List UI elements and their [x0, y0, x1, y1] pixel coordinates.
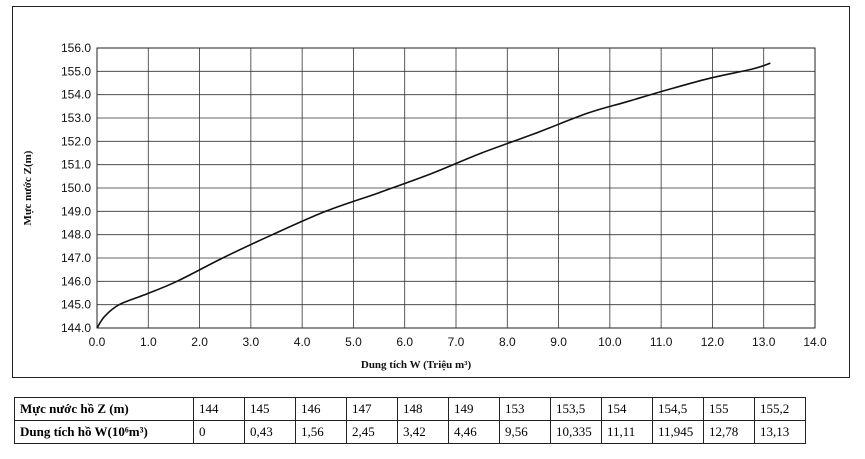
y-tick-label: 155.0 — [61, 64, 91, 78]
table-cell-w: 0 — [193, 420, 245, 444]
table-cell-w: 11,945 — [652, 420, 704, 444]
y-axis-title: Mực nước Z(m) — [22, 150, 34, 225]
data-table: Mực nước hồ Z (m) 144 145 146 147 148 149 153 1… — [14, 397, 806, 444]
table-cell-w: 9,56 — [499, 420, 551, 444]
y-tick-label: 148.0 — [61, 228, 91, 242]
y-tick-label: 154.0 — [61, 88, 91, 102]
table-cell-z: 145 — [244, 397, 296, 421]
y-tick-label: 156.0 — [61, 41, 91, 55]
x-tick-label: 4.0 — [294, 335, 311, 349]
y-tick-label: 151.0 — [61, 158, 91, 172]
x-tick-label: 5.0 — [345, 335, 362, 349]
table-cell-z: 148 — [397, 397, 449, 421]
y-tick-label: 150.0 — [61, 181, 91, 195]
grid — [96, 47, 816, 329]
table-row-volume: Dung tích hồ W(10⁶m³) 0 0,43 1,56 2,45 3,42 4… — [14, 420, 806, 444]
table-cell-w: 11,11 — [601, 420, 653, 444]
x-tick-label: 0.0 — [89, 335, 106, 349]
table-cell-w: 2,45 — [346, 420, 398, 444]
table-cell-z: 146 — [295, 397, 347, 421]
table-cell-z: 154,5 — [652, 397, 704, 421]
table-cell-z: 149 — [448, 397, 500, 421]
x-axis-title: Dung tích W (Triệu m³) — [361, 359, 472, 371]
y-tick-label: 145.0 — [61, 298, 91, 312]
x-tick-label: 14.0 — [803, 335, 827, 349]
y-tick-label: 152.0 — [61, 134, 91, 148]
x-tick-label: 11.0 — [650, 335, 673, 349]
y-tick-label: 149.0 — [61, 204, 91, 218]
table-cell-w: 12,78 — [703, 420, 755, 444]
table-cell-z: 155,2 — [754, 397, 806, 421]
x-tick-label: 6.0 — [396, 335, 413, 349]
row-label-water-level: Mực nước hồ Z (m) — [14, 397, 194, 421]
y-axis-ticks: 144.0 145.0 146.0 147.0 148.0 149.0 150.0 151.0… — [61, 41, 91, 335]
table-cell-w: 0,43 — [244, 420, 296, 444]
x-axis-ticks: 0.0 1.0 2.0 3.0 4.0 5.0 6.0 7.0 8.0 9.0 10.0 11.0 12… — [89, 335, 827, 349]
table-cell-w: 1,56 — [295, 420, 347, 444]
chart: 0.0 1.0 2.0 3.0 4.0 5.0 6.0 7.0 8.0 9.0 10.0 11.0 12… — [22, 41, 827, 371]
table-cell-z: 155 — [703, 397, 755, 421]
x-tick-label: 12.0 — [701, 335, 725, 349]
table-cell-w: 3,42 — [397, 420, 449, 444]
table-cell-z: 153,5 — [550, 397, 602, 421]
x-tick-label: 3.0 — [243, 335, 260, 349]
table-cell-z: 153 — [499, 397, 551, 421]
y-tick-label: 153.0 — [61, 111, 91, 125]
table-cell-z: 144 — [193, 397, 245, 421]
table-cell-w: 13,13 — [754, 420, 806, 444]
table-cell-z: 154 — [601, 397, 653, 421]
table-cell-w: 10,335 — [550, 420, 602, 444]
x-tick-label: 7.0 — [448, 335, 465, 349]
plot-area — [96, 47, 816, 329]
y-tick-label: 146.0 — [61, 274, 91, 288]
y-tick-label: 147.0 — [61, 251, 91, 265]
table-cell-w: 4,46 — [448, 420, 500, 444]
x-tick-label: 2.0 — [191, 335, 208, 349]
y-tick-label: 144.0 — [61, 321, 91, 335]
table-cell-z: 147 — [346, 397, 398, 421]
x-tick-label: 8.0 — [499, 335, 516, 349]
chart-frame: 0.0 1.0 2.0 3.0 4.0 5.0 6.0 7.0 8.0 9.0 10.0 11.0 12… — [12, 6, 850, 378]
table-row-water-level: Mực nước hồ Z (m) 144 145 146 147 148 149 153 1… — [14, 397, 806, 421]
x-tick-label: 10.0 — [598, 335, 622, 349]
row-label-volume: Dung tích hồ W(10⁶m³) — [14, 420, 194, 444]
x-tick-label: 1.0 — [140, 335, 157, 349]
series-line — [96, 62, 771, 329]
x-tick-label: 9.0 — [550, 335, 567, 349]
x-tick-label: 13.0 — [752, 335, 776, 349]
